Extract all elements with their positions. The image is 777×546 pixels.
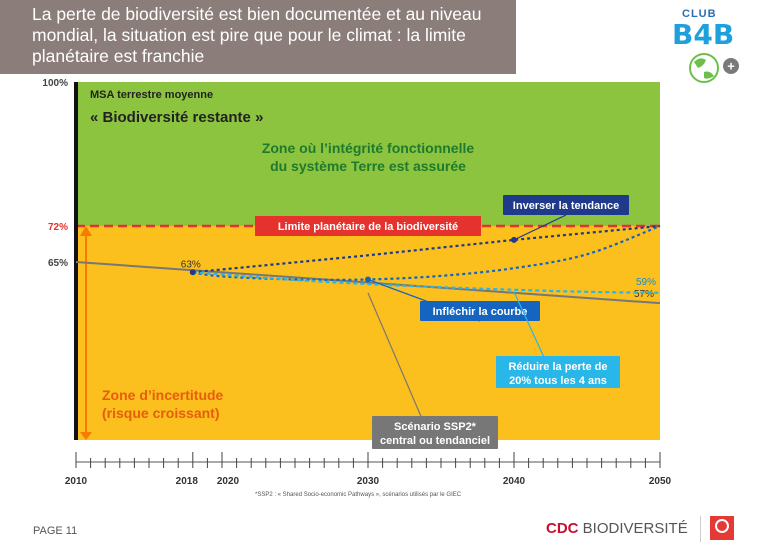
x-tick-label: 2040 bbox=[503, 476, 526, 487]
y-axis-label-line1: MSA terrestre moyenne bbox=[90, 89, 213, 101]
title-banner: La perte de biodiversité est bien docume… bbox=[0, 0, 516, 74]
callout-inverser-text: Inverser la tendance bbox=[513, 200, 619, 212]
callout-ssp2-box bbox=[372, 416, 498, 449]
callout-inflechir-box bbox=[420, 301, 540, 321]
callout-inverser-connector bbox=[513, 214, 567, 241]
callout-reduire-box bbox=[496, 356, 620, 388]
callout-inverser-box bbox=[503, 195, 629, 215]
callout-reduire-text: Réduire la perte de bbox=[508, 361, 607, 373]
series-reduire-line bbox=[192, 271, 661, 294]
x-tick-label: 2030 bbox=[357, 476, 380, 487]
logo-plus-text: + bbox=[727, 59, 735, 74]
x-tick-label: 2018 bbox=[176, 476, 199, 487]
club-b4b-logo: CLUB B4B + bbox=[660, 6, 760, 96]
boundary-label-box bbox=[255, 216, 481, 236]
footer-brand: CDC BIODIVERSITÉ bbox=[546, 520, 688, 537]
logo-b4b-text: B4B bbox=[672, 18, 735, 51]
uncertainty-zone bbox=[76, 226, 660, 440]
x-tick-label: 2050 bbox=[649, 476, 672, 487]
callout-reduire-text: 20% tous les 4 ans bbox=[509, 375, 607, 387]
boundary-label: Limite planétaire de la biodiversité bbox=[278, 221, 458, 233]
start-point-label: 63% bbox=[181, 259, 201, 270]
slide-title: La perte de biodiversité est bien docume… bbox=[32, 4, 482, 66]
page-number: PAGE 11 bbox=[33, 525, 78, 537]
brand-biodiversite: BIODIVERSITÉ bbox=[582, 520, 688, 537]
uncertainty-zone-label-line1: Zone d’incertitude bbox=[102, 387, 224, 403]
footnote: *SSP2 : « Shared Socio-economic Pathways… bbox=[255, 492, 462, 498]
start-point-marker bbox=[189, 269, 196, 276]
uncertainty-zone-label-line2: (risque croissant) bbox=[102, 405, 219, 421]
series-ssp2-end-label: 57% bbox=[634, 289, 654, 300]
uncertainty-arrow-head-bottom bbox=[80, 432, 92, 440]
series-inverser-line bbox=[192, 224, 661, 274]
globe-icon: + bbox=[689, 53, 739, 83]
callout-inflechir-text: Infléchir la courbe bbox=[433, 306, 528, 318]
series-ssp2-line bbox=[75, 261, 661, 305]
x-tick-label: 2020 bbox=[217, 476, 240, 487]
caisse-depots-logo-icon bbox=[710, 516, 734, 540]
callout-ssp2-text: central ou tendanciel bbox=[380, 435, 490, 447]
brand-cdc: CDC bbox=[546, 520, 579, 537]
uncertainty-arrow-head-top bbox=[80, 226, 92, 236]
y-tick-label: 72% bbox=[48, 222, 68, 233]
y-axis-label-line2: « Biodiversité restante » bbox=[90, 109, 263, 126]
series-inflechir-line bbox=[192, 224, 661, 282]
series-reduire-end-label: 59% bbox=[636, 277, 656, 288]
safe-zone-label-line1: Zone où l’intégrité fonctionnelle bbox=[262, 140, 475, 156]
y-tick-label: 65% bbox=[48, 258, 68, 269]
logo-club-text: CLUB bbox=[682, 8, 717, 20]
footer-divider bbox=[700, 516, 701, 542]
callout-ssp2-text: Scénario SSP2* bbox=[394, 421, 477, 433]
x-tick-label: 2010 bbox=[65, 476, 88, 487]
y-tick-label: 100% bbox=[42, 78, 68, 89]
safe-zone-label-line2: du système Terre est assurée bbox=[270, 158, 466, 174]
